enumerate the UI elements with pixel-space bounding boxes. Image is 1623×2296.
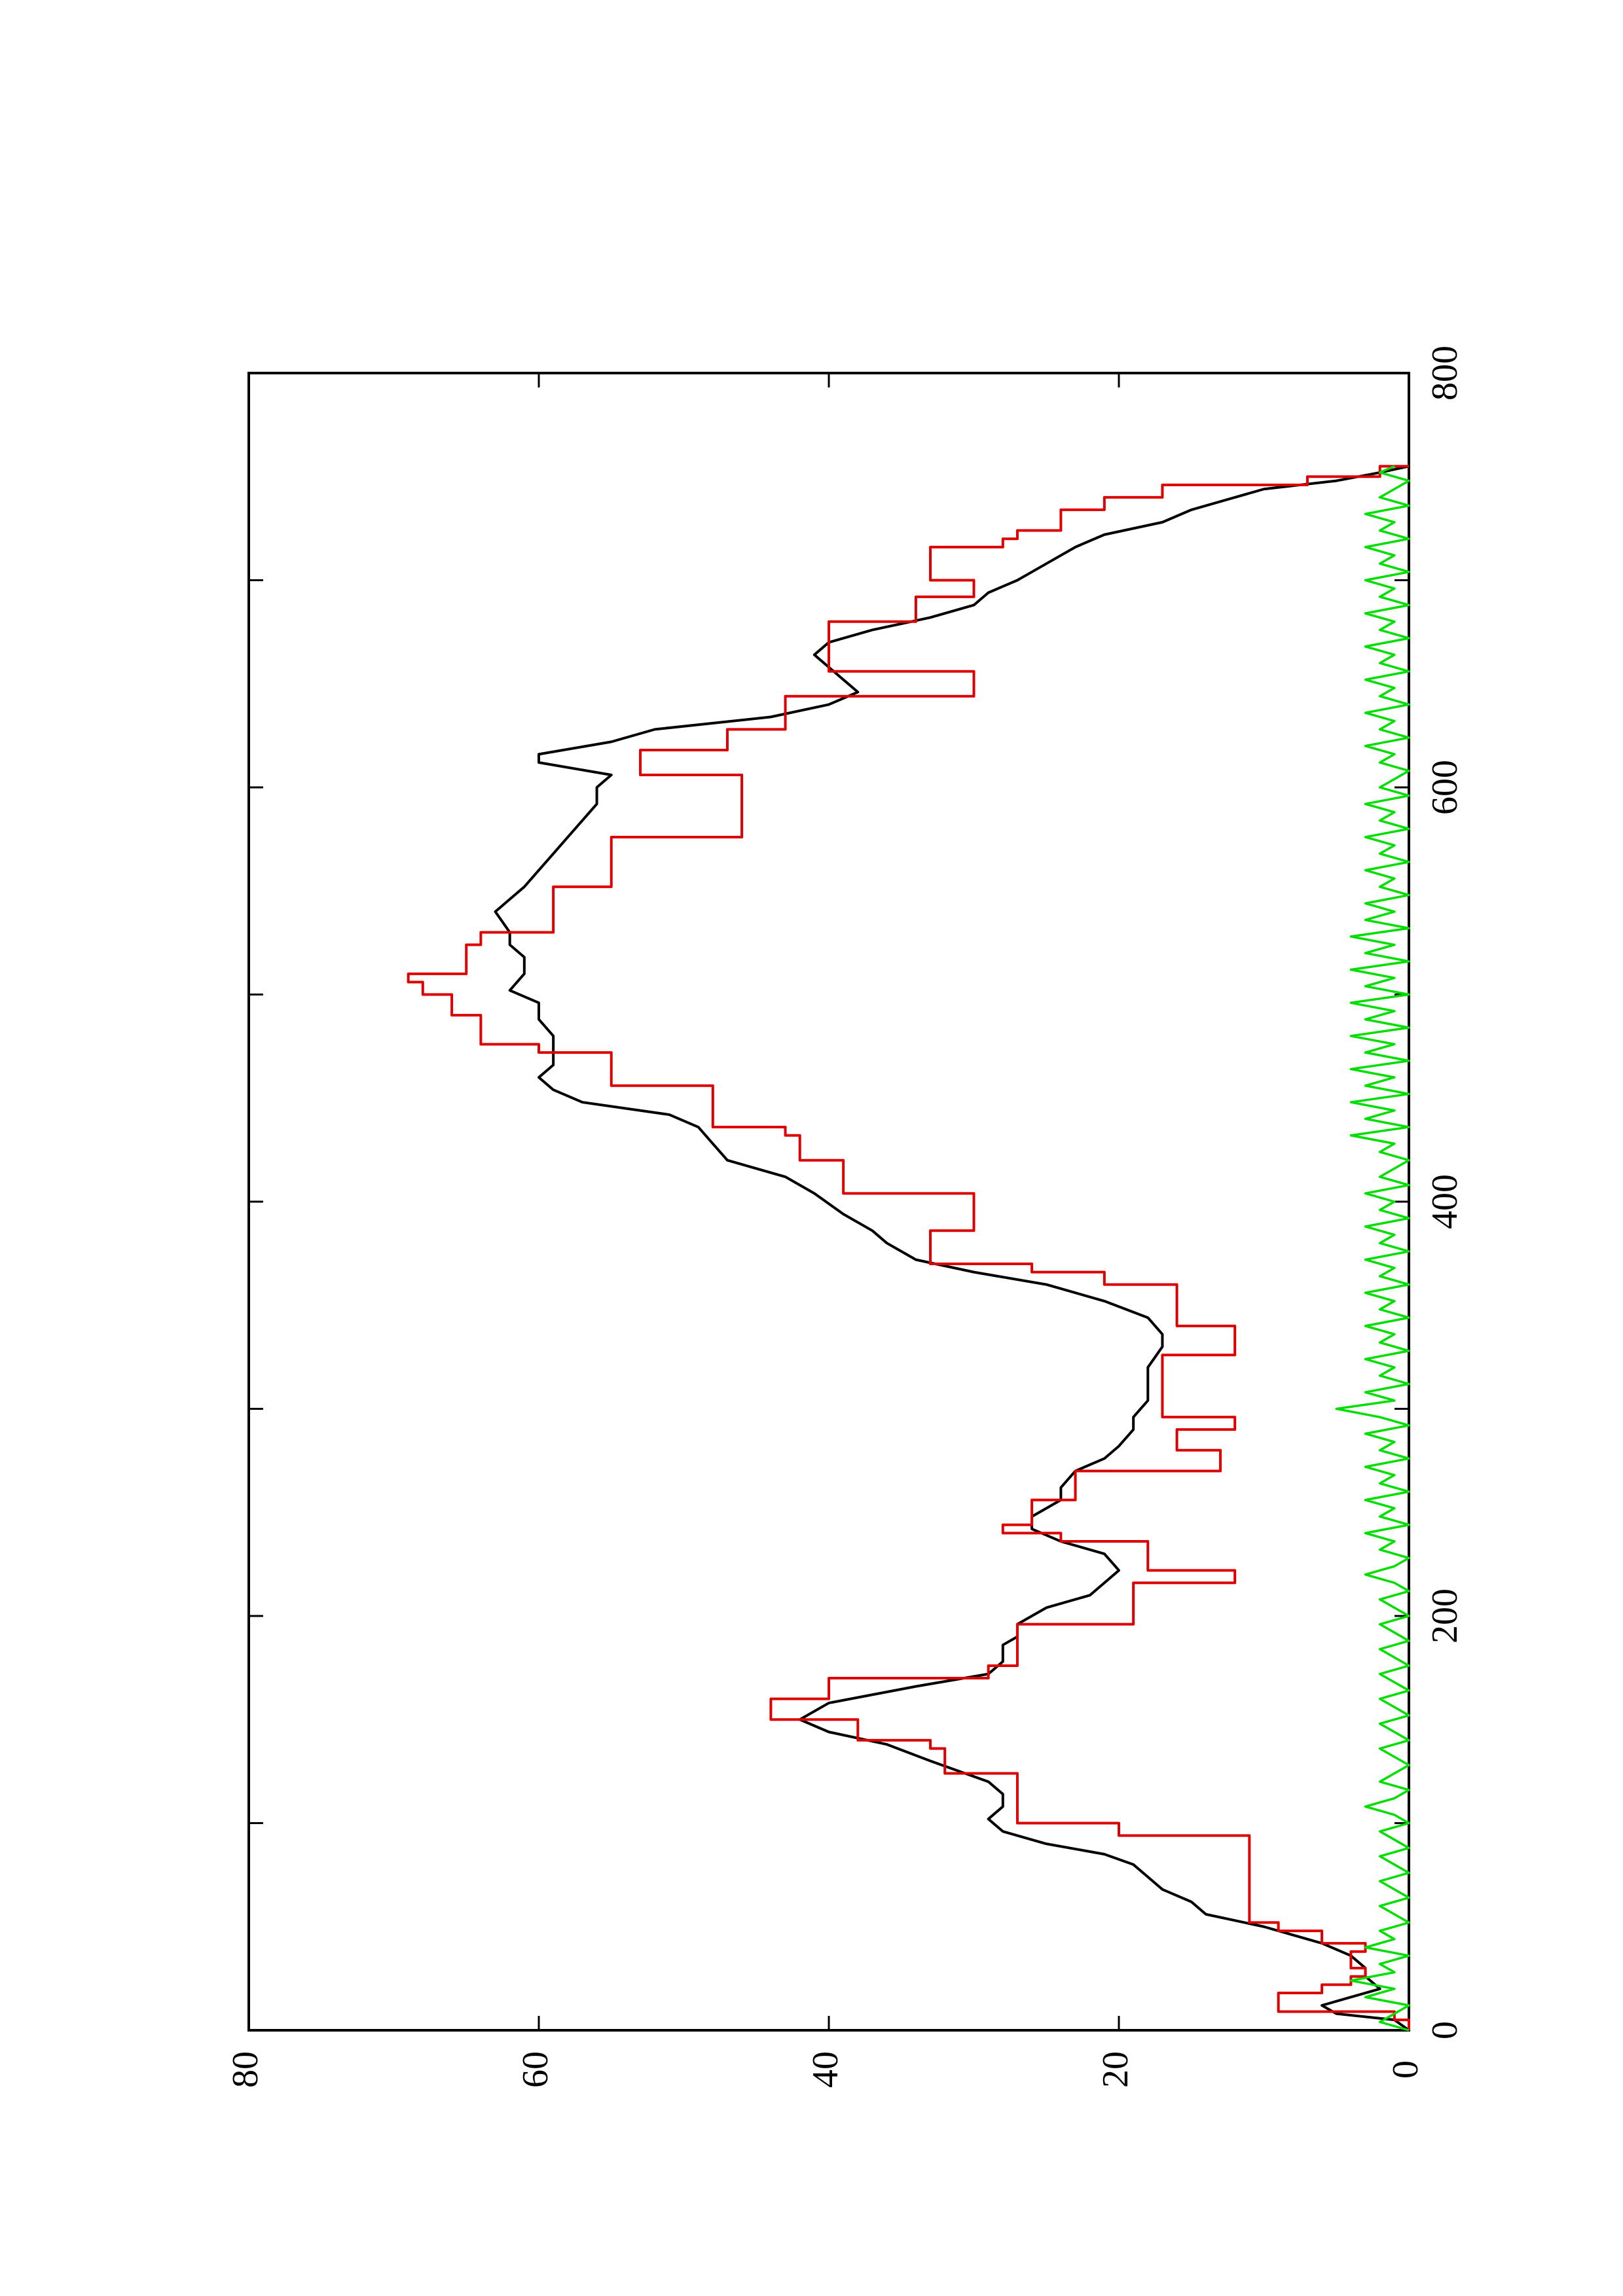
x-tick-label: 0: [1425, 2021, 1465, 2039]
y-tick-label: 20: [1095, 2051, 1136, 2088]
x-tick-label: 200: [1425, 1588, 1465, 1643]
x-tick-label: 800: [1425, 346, 1465, 401]
series-layer: [407, 465, 1410, 2032]
y-tick-label: 40: [805, 2051, 846, 2088]
axis-tick-labels: 0 200 400 600 800 0 20 40 60 80: [225, 346, 1465, 2088]
y-tick-label: 60: [515, 2051, 556, 2088]
x-tick-label: 400: [1425, 1174, 1465, 1229]
series-line-1: [494, 465, 1410, 2032]
x-tick-label: 600: [1425, 760, 1465, 815]
y-tick-label: 0: [1385, 2060, 1426, 2079]
y-tick-label: 80: [225, 2051, 266, 2088]
series-line-3: [1335, 465, 1410, 2032]
series-line-2: [407, 465, 1410, 2030]
axis-ticks: [247, 372, 1410, 2032]
